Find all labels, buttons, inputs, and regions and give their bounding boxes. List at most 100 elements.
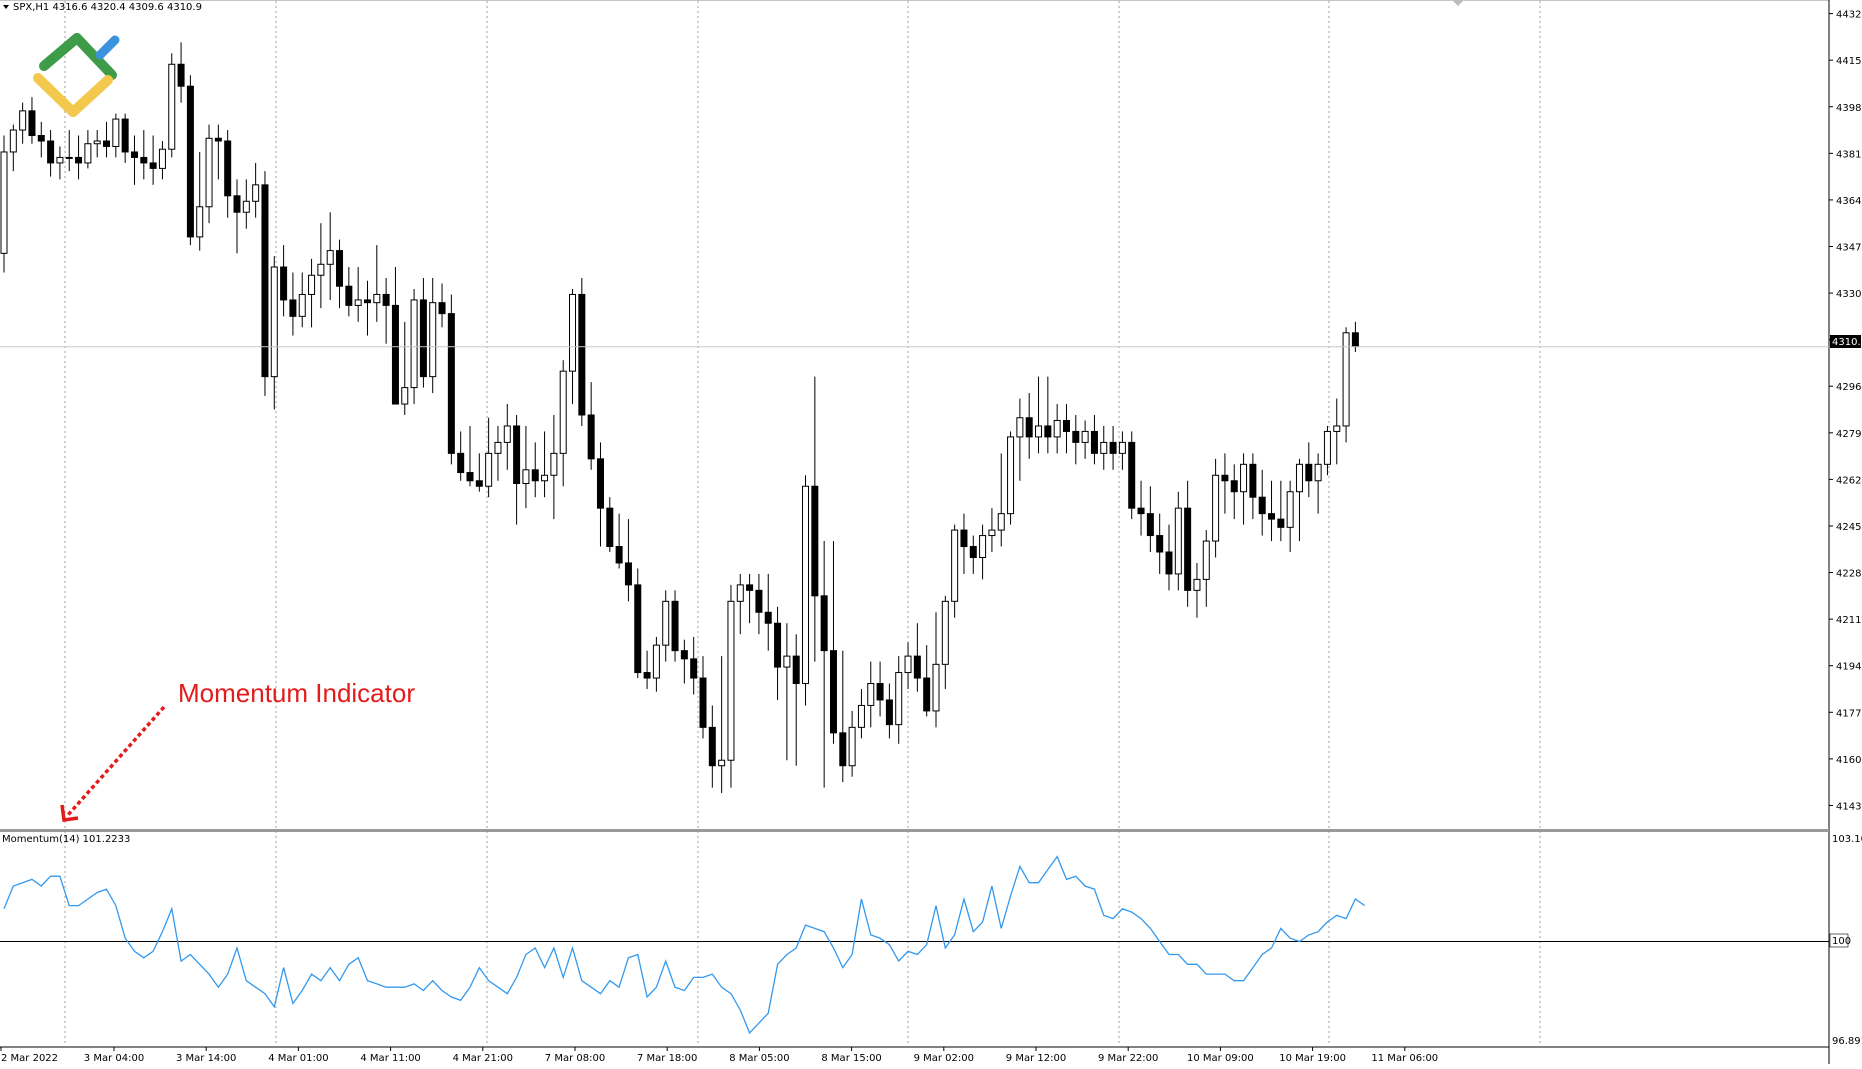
price-tick-label: 4296.5	[1836, 382, 1862, 393]
current-price-tag: 4310.9	[1830, 335, 1862, 348]
candle	[298, 272, 306, 328]
candle	[615, 513, 623, 569]
candle	[708, 705, 716, 788]
price-tick-label: 4245.5	[1836, 522, 1862, 533]
candle	[513, 415, 521, 525]
time-tick-label: 11 Mar 06:00	[1371, 1053, 1438, 1064]
candle	[1174, 491, 1182, 591]
price-tick-label: 4279.5	[1836, 429, 1862, 440]
time-tick-label: 4 Mar 01:00	[268, 1053, 328, 1064]
price-tick-label: 4398.5	[1836, 103, 1862, 114]
time-tick-label: 3 Mar 14:00	[176, 1053, 236, 1064]
candle	[690, 636, 698, 695]
candle	[140, 130, 148, 180]
candle	[130, 135, 138, 185]
candle	[662, 590, 670, 662]
candle	[764, 573, 772, 651]
candle	[1118, 431, 1126, 470]
time-tick-label: 4 Mar 21:00	[453, 1053, 513, 1064]
candle	[121, 113, 129, 163]
time-tick-label: 8 Mar 05:00	[729, 1053, 789, 1064]
time-tick-label: 8 Mar 15:00	[821, 1053, 881, 1064]
time-tick-label: 3 Mar 04:00	[84, 1053, 144, 1064]
candle	[47, 130, 55, 177]
candle	[1351, 321, 1359, 352]
momentum-label: Momentum(14) 101.2233	[2, 834, 130, 845]
time-tick-label: 10 Mar 19:00	[1279, 1053, 1346, 1064]
momentum-axis-bottom: 96.8918	[1832, 1036, 1862, 1047]
annotation-label: Momentum Indicator	[178, 678, 415, 708]
candle	[652, 636, 660, 692]
candle	[1221, 453, 1229, 514]
time-tick-label: 2 Mar 2022	[1, 1053, 58, 1064]
candle	[811, 376, 819, 662]
candle	[466, 425, 474, 487]
dropdown-arrow-icon[interactable]	[3, 5, 9, 9]
candle	[979, 524, 987, 580]
current-price-label: 4310.9	[1832, 337, 1862, 348]
candle	[988, 508, 996, 552]
candle	[9, 124, 17, 172]
time-tick-label: 7 Mar 08:00	[545, 1053, 605, 1064]
candle	[559, 360, 567, 487]
candle	[326, 212, 334, 300]
candle	[941, 595, 949, 689]
candle	[28, 97, 36, 144]
candle	[252, 162, 260, 218]
price-tick-label: 4381.5	[1836, 149, 1862, 160]
candle	[1025, 393, 1033, 459]
candle	[494, 425, 502, 481]
price-tick-label: 4160.5	[1836, 755, 1862, 766]
candle	[1053, 404, 1061, 454]
candle	[308, 258, 316, 328]
candle	[1333, 398, 1341, 465]
candle	[895, 656, 903, 744]
candle	[1258, 469, 1266, 536]
candle	[503, 404, 511, 470]
candle	[1342, 327, 1350, 443]
candle	[802, 475, 810, 706]
price-tick-label: 4432.5	[1836, 10, 1862, 21]
candle	[932, 612, 940, 728]
candle	[1184, 480, 1192, 607]
candle	[969, 535, 977, 574]
price-tick-label: 4415.5	[1836, 56, 1862, 67]
candle	[103, 121, 111, 158]
scroll-marker-icon[interactable]	[1452, 0, 1464, 6]
candle	[727, 584, 735, 788]
candle	[149, 135, 157, 185]
candle	[186, 75, 194, 246]
candle	[196, 151, 204, 251]
candle	[1062, 404, 1070, 454]
candle	[84, 130, 92, 169]
candle	[774, 606, 782, 700]
candle	[718, 656, 726, 794]
candle	[158, 141, 166, 180]
candle	[1286, 480, 1294, 552]
momentum-axis-mid: 100	[1832, 936, 1851, 947]
candle	[1249, 453, 1257, 520]
candle	[447, 294, 455, 465]
candle	[885, 683, 893, 739]
annotation-arrowhead-icon	[60, 804, 79, 822]
price-tick-label: 4177.5	[1836, 708, 1862, 719]
pane-separator[interactable]	[0, 829, 1829, 832]
vertical-grid	[64, 1, 1541, 1047]
candle	[75, 135, 83, 180]
candle	[1323, 425, 1331, 476]
candle	[783, 623, 791, 761]
candle	[1128, 431, 1136, 520]
candle	[168, 53, 176, 158]
candle	[485, 417, 493, 498]
candle	[382, 278, 390, 344]
candle	[876, 661, 884, 717]
time-tick-label: 9 Mar 22:00	[1098, 1053, 1158, 1064]
candle	[1212, 458, 1220, 558]
price-tick-label: 4143.5	[1836, 801, 1862, 812]
candle	[214, 124, 222, 180]
price-tick-label: 4228.5	[1836, 569, 1862, 580]
candle	[1240, 453, 1248, 525]
candle	[280, 245, 288, 317]
time-tick-label: 9 Mar 12:00	[1006, 1053, 1066, 1064]
